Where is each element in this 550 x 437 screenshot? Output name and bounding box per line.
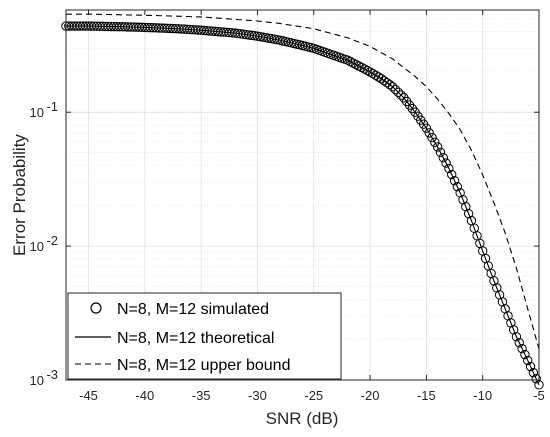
legend: N=8, M=12 simulated N=8, M=12 theoretica… xyxy=(67,292,342,380)
data-point-simulated xyxy=(348,58,358,68)
y-tick-label-exponent: -1 xyxy=(46,99,58,114)
data-point-simulated xyxy=(523,355,533,366)
x-tick-label: -30 xyxy=(248,388,267,403)
legend-label-theoretical: N=8, M=12 theoretical xyxy=(117,330,274,347)
legend-label-upper-bound: N=8, M=12 upper bound xyxy=(117,357,290,374)
data-point-simulated xyxy=(345,56,356,67)
data-point-simulated xyxy=(385,80,395,90)
series-line-upper-bound xyxy=(66,13,540,350)
x-tick-label: -35 xyxy=(192,388,211,403)
data-point-simulated xyxy=(525,361,536,372)
data-point-simulated xyxy=(342,55,353,65)
data-point-simulated xyxy=(528,367,539,378)
data-point-simulated xyxy=(424,128,434,138)
x-axis-label: SNR (dB) xyxy=(266,409,339,428)
data-point-simulated xyxy=(354,61,364,71)
plot-frame xyxy=(65,9,540,381)
data-point-simulated xyxy=(511,332,522,342)
x-tick-label: -5 xyxy=(533,388,545,403)
data-point-simulated xyxy=(444,163,454,174)
x-tick-label: -15 xyxy=(417,388,436,403)
data-point-simulated xyxy=(438,153,448,163)
legend-label-simulated: N=8, M=12 simulated xyxy=(117,301,269,318)
data-point-simulated xyxy=(531,374,541,384)
y-axis-label: Error Probability xyxy=(10,134,29,256)
y-tick-label: 10 xyxy=(30,373,44,388)
legend-marker-circle xyxy=(90,302,102,314)
data-point-simulated xyxy=(427,132,437,143)
data-point-simulated xyxy=(393,87,403,97)
data-point-simulated xyxy=(396,90,406,100)
data-point-simulated xyxy=(449,175,460,186)
y-tick-label-exponent: -3 xyxy=(46,367,58,382)
legend-entry-theoretical: N=8, M=12 theoretical xyxy=(75,330,274,347)
data-point-simulated xyxy=(447,169,457,180)
data-point-simulated xyxy=(351,59,361,70)
data-point-simulated xyxy=(356,62,367,73)
data-point-simulated xyxy=(362,65,372,76)
data-point-simulated xyxy=(441,158,451,168)
x-tick-label: -40 xyxy=(135,388,154,403)
y-tick-label: 10 xyxy=(30,105,44,120)
data-point-simulated xyxy=(368,68,378,79)
legend-box xyxy=(67,292,342,380)
data-point-simulated xyxy=(435,147,446,158)
data-point-simulated xyxy=(514,338,524,348)
data-point-simulated xyxy=(452,182,463,192)
data-point-simulated xyxy=(387,82,398,92)
series-line-theoretical xyxy=(66,25,540,386)
data-point-simulated xyxy=(359,64,370,74)
x-axis-ticks: -45 -40 -35 -30 -25 -20 -15 -10 -5 xyxy=(79,10,545,403)
x-tick-label: -20 xyxy=(361,388,380,403)
legend-entry-upper-bound: N=8, M=12 upper bound xyxy=(75,357,290,374)
y-axis-ticks: 10-310-210-1 xyxy=(30,99,539,388)
x-tick-label: -25 xyxy=(304,388,323,403)
data-point-simulated xyxy=(534,380,544,390)
data-point-simulated xyxy=(390,84,401,95)
x-tick-label: -45 xyxy=(79,388,98,403)
x-tick-label: -10 xyxy=(473,388,492,403)
data-point-simulated xyxy=(430,137,440,147)
data-point-simulated xyxy=(517,343,527,354)
y-tick-label-exponent: -2 xyxy=(46,233,58,248)
data-point-simulated xyxy=(371,70,381,80)
data-point-simulated xyxy=(421,123,432,133)
y-tick-label: 10 xyxy=(30,239,44,254)
data-point-simulated xyxy=(432,142,443,152)
data-point-simulated xyxy=(365,67,375,77)
data-point-simulated xyxy=(520,349,530,360)
legend-entry-simulated: N=8, M=12 simulated xyxy=(90,301,269,318)
